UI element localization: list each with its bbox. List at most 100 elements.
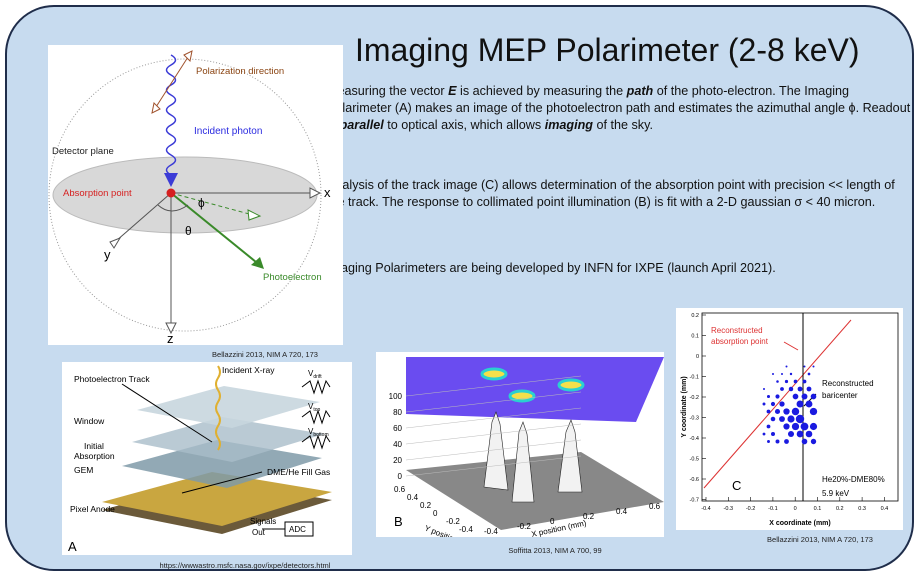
- pixel: [771, 417, 776, 422]
- caption: Bellazzini 2013, NIM A 720, 173: [767, 535, 873, 544]
- pixel: [767, 425, 771, 429]
- pixel: [813, 366, 815, 368]
- spot: [559, 380, 583, 390]
- label: Photoelectron: [263, 272, 322, 283]
- text-run: Analysis of the track image (C) allows d…: [327, 178, 895, 209]
- pixel: [811, 394, 817, 400]
- pixel: [794, 380, 798, 384]
- pixel: [763, 388, 765, 390]
- pixel: [771, 402, 775, 406]
- paragraph: Measuring the vector E is achieved by me…: [327, 83, 912, 134]
- tick-label: -0.3: [724, 506, 733, 512]
- pixel: [810, 423, 817, 430]
- text-run: E: [448, 84, 456, 98]
- tick-label: -0.2: [746, 506, 755, 512]
- tick-label: -0.5: [690, 457, 699, 463]
- tick-label: -0.3: [690, 416, 699, 422]
- label: DME/He Fill Gas: [267, 467, 330, 477]
- tick-label: 0.2: [691, 313, 699, 319]
- label: x: [324, 185, 331, 200]
- tick-label: 0.4: [881, 506, 889, 512]
- label: Incident X-ray: [222, 365, 275, 375]
- tick-label: 0.2: [420, 501, 432, 510]
- tick-label: 60: [393, 424, 402, 433]
- tick-label: 0.2: [836, 506, 844, 512]
- label: Absorption: [74, 451, 115, 461]
- pixel: [783, 408, 789, 414]
- text-run: parallel: [340, 118, 384, 132]
- tick-label: 100: [389, 392, 403, 401]
- pixel: [793, 394, 799, 400]
- pixel: [803, 380, 807, 384]
- pixel: [802, 394, 808, 400]
- caption: https://wwwastro.msfc.nasa.gov/ixpe/dete…: [160, 561, 331, 570]
- pixel: [789, 387, 793, 391]
- pixel: [792, 408, 799, 415]
- caption: Bellazzini 2013, NIM A 720, 173: [212, 350, 318, 359]
- label: Polarization direction: [196, 66, 284, 77]
- pixel: [797, 431, 804, 438]
- tick-label: 0: [433, 509, 438, 518]
- tick-label: 0.6: [394, 485, 406, 494]
- tick-label: 0: [794, 506, 797, 512]
- pixel: [790, 373, 792, 375]
- pixel: [779, 416, 785, 422]
- label: drift: [313, 374, 322, 380]
- pixel: [796, 415, 804, 423]
- pixel: [784, 439, 789, 444]
- label: baricenter: [822, 391, 858, 400]
- tick-label: 0.4: [407, 493, 419, 502]
- label: Detector plane: [52, 146, 114, 157]
- pixel: [772, 373, 774, 375]
- label: z: [167, 331, 174, 345]
- label: top: [313, 407, 320, 413]
- top-plane: [406, 357, 664, 422]
- label: Incident photon: [194, 126, 262, 137]
- text-run: is achieved by measuring the: [457, 84, 627, 98]
- label: ϕ: [198, 196, 205, 210]
- label: Photoelectron Track: [74, 374, 150, 384]
- pixel: [788, 431, 794, 437]
- pixel: [808, 373, 811, 376]
- pixel: [785, 380, 788, 383]
- pixel: [786, 366, 788, 368]
- tick-label: 0.1: [814, 506, 822, 512]
- spot: [482, 369, 506, 379]
- tick-label: 0: [550, 517, 555, 526]
- tick-label: -0.4: [484, 527, 498, 536]
- pixel: [801, 423, 809, 431]
- tick-label: 0.4: [616, 507, 628, 516]
- slide: Imaging MEP Polarimeter (2-8 keV) Measur…: [0, 0, 920, 577]
- label: θ: [185, 224, 192, 238]
- text-run: Imaging Polarimeters are being developed…: [327, 261, 776, 275]
- text-run: of the sky.: [593, 118, 653, 132]
- label: Reconstructed: [822, 379, 874, 388]
- label: bottom: [313, 432, 328, 438]
- text-run: to optical axis, which allows: [384, 118, 545, 132]
- pixel: [783, 423, 789, 429]
- tick-label: 0.2: [583, 512, 595, 521]
- tick-label: 20: [393, 456, 402, 465]
- pixel: [767, 440, 770, 443]
- tick-label: 0.3: [858, 506, 866, 512]
- label: Signals: [250, 517, 276, 526]
- pixel: [806, 431, 813, 438]
- tick-label: 0.6: [649, 502, 661, 511]
- pixel: [792, 423, 799, 430]
- paragraph: Analysis of the track image (C) allows d…: [327, 177, 912, 211]
- pixel: [807, 387, 812, 392]
- label: He20%-DME80%: [822, 475, 885, 484]
- tick-label: 0: [696, 354, 699, 360]
- caption: Soffitta 2013, NIM A 700, 99: [508, 546, 601, 555]
- axis-title: Y coordinate (mm): [681, 376, 688, 437]
- label: 5.9 keV: [822, 489, 850, 498]
- tick-label: -0.4: [701, 506, 710, 512]
- tick-label: -0.4: [690, 436, 699, 442]
- pixel: [810, 408, 817, 415]
- pixel: [804, 366, 806, 368]
- pixel: [771, 432, 775, 436]
- pixel: [781, 373, 783, 375]
- pixel: [798, 387, 803, 392]
- pixel: [811, 439, 816, 444]
- tick-label: -0.2: [690, 395, 699, 401]
